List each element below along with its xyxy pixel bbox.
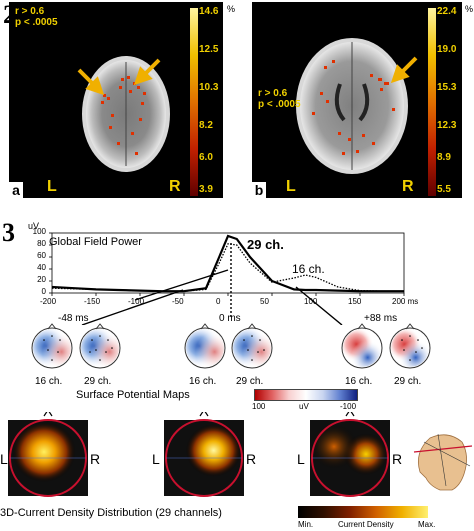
density-cbar-min: Min. bbox=[298, 520, 314, 529]
gfp-ylabel: uV bbox=[28, 221, 40, 231]
y-tick-label: 100 bbox=[32, 227, 46, 236]
marker-zero: 0 ms bbox=[219, 313, 241, 324]
stat-r-label: r > 0.6 bbox=[15, 6, 45, 17]
brain-slice-a bbox=[77, 56, 170, 172]
x-tick-label: -150 bbox=[84, 297, 101, 306]
current-density-maps bbox=[8, 412, 473, 497]
series-line-16ch bbox=[51, 243, 404, 292]
head-map bbox=[389, 323, 431, 369]
x-tick-label: 0 bbox=[216, 297, 221, 306]
colorbar-tick: 8.9 bbox=[437, 152, 451, 163]
head-map bbox=[79, 323, 121, 369]
figure-3-number: 3 bbox=[2, 218, 15, 247]
y-tick-label: 0 bbox=[41, 287, 46, 296]
density-colorbar bbox=[298, 506, 428, 518]
colorbar-tick: 19.0 bbox=[437, 44, 457, 55]
arrow-line bbox=[134, 269, 229, 301]
right-label: R bbox=[169, 178, 181, 195]
gfp-axes bbox=[49, 232, 405, 296]
map-label: 29 ch. bbox=[394, 376, 422, 387]
density-left-label: L bbox=[152, 451, 160, 467]
map-label: 29 ch. bbox=[236, 376, 264, 387]
density-cbar-max: Max. bbox=[418, 520, 436, 529]
gfp-arrows bbox=[81, 243, 343, 325]
gfp-chart bbox=[49, 232, 405, 325]
arrow-line bbox=[81, 289, 184, 325]
surface-maps bbox=[31, 323, 431, 369]
x-tick-label: 50 bbox=[260, 297, 269, 306]
colorbar-tick: 22.4 bbox=[437, 6, 457, 17]
electrode-dots bbox=[43, 335, 423, 361]
density-panel bbox=[8, 412, 88, 497]
colorbar-tick: 15.3 bbox=[437, 82, 457, 93]
stat-p-label: p < .0005 bbox=[258, 99, 301, 110]
head-profile-icon bbox=[413, 433, 473, 491]
x-tick-label: -200 bbox=[40, 297, 57, 306]
colorbar bbox=[428, 8, 436, 196]
x-tick-label: 150 bbox=[348, 297, 362, 306]
head-map bbox=[231, 323, 273, 369]
colorbar-labels: 14.6 12.5 10.3 8.2 6.0 3.9 bbox=[199, 2, 223, 198]
colorbar-tick: 5.5 bbox=[437, 184, 451, 195]
brain-slice-b bbox=[296, 38, 418, 174]
left-label: L bbox=[286, 178, 296, 195]
potential-cbar-right: -100 bbox=[340, 402, 357, 411]
colorbar-tick: 10.3 bbox=[199, 82, 219, 93]
y-tick-label: 80 bbox=[37, 239, 46, 248]
annotation-16ch: 16 ch. bbox=[292, 262, 325, 276]
map-label: 16 ch. bbox=[35, 376, 63, 387]
map-label: 16 ch. bbox=[345, 376, 373, 387]
density-panel bbox=[164, 412, 244, 497]
colorbar-tick: 8.2 bbox=[199, 120, 213, 131]
stat-r-label: r > 0.6 bbox=[258, 88, 288, 99]
panel-letter: a bbox=[9, 182, 23, 198]
map-label: 16 ch. bbox=[189, 376, 217, 387]
colorbar-tick: 3.9 bbox=[199, 184, 213, 195]
x-tick-label: -100 bbox=[128, 297, 145, 306]
unit-label: % bbox=[227, 4, 236, 14]
head-map bbox=[184, 323, 226, 369]
panel-b: r > 0.6 p < .0005 L R b 22.4 19.0 15.3 1… bbox=[252, 2, 462, 198]
marker-minus48: -48 ms bbox=[58, 313, 89, 324]
x-tick-label: 200 ms bbox=[392, 297, 419, 306]
marker-plus88: +88 ms bbox=[364, 313, 398, 324]
density-left-label: L bbox=[297, 451, 305, 467]
head-map bbox=[31, 323, 73, 369]
colorbar-tick: 12.5 bbox=[199, 44, 219, 55]
potential-cbar-mid: uV bbox=[299, 402, 309, 411]
y-tick-label: 40 bbox=[37, 263, 46, 272]
density-cbar-mid: Current Density bbox=[338, 520, 394, 529]
map-label: 29 ch. bbox=[84, 376, 112, 387]
stat-p-label: p < .0005 bbox=[15, 17, 58, 28]
y-tick-label: 20 bbox=[37, 275, 46, 284]
density-title: 3D-Current Density Distribution (29 chan… bbox=[0, 507, 222, 519]
gfp-title: Global Field Power bbox=[49, 236, 142, 248]
gfp-series bbox=[51, 234, 404, 293]
colorbar-tick: 14.6 bbox=[199, 6, 219, 17]
panel-letter: b bbox=[252, 182, 266, 198]
surface-maps-title: Surface Potential Maps bbox=[76, 389, 190, 401]
x-tick-label: -50 bbox=[172, 297, 184, 306]
arrow-line bbox=[295, 286, 343, 325]
density-right-label: R bbox=[392, 451, 403, 467]
potential-cbar-left: 100 bbox=[252, 402, 266, 411]
colorbar-tick: 12.3 bbox=[437, 120, 457, 131]
annotation-29ch: 29 ch. bbox=[247, 237, 284, 252]
density-right-label: R bbox=[246, 451, 257, 467]
panel-a: r > 0.6 p < .0005 L R a 14.6 12.5 10.3 8… bbox=[9, 2, 223, 198]
colorbar bbox=[190, 8, 198, 196]
head-map bbox=[341, 323, 383, 369]
y-tick-label: 60 bbox=[37, 251, 46, 260]
left-label: L bbox=[47, 178, 57, 195]
colorbar-tick: 6.0 bbox=[199, 152, 213, 163]
right-label: R bbox=[402, 178, 414, 195]
unit-label: % bbox=[465, 4, 474, 14]
x-tick-label: 100 bbox=[304, 297, 318, 306]
potential-colorbar bbox=[254, 389, 358, 401]
density-left-label: L bbox=[0, 451, 8, 467]
density-right-label: R bbox=[90, 451, 101, 467]
density-panel bbox=[310, 412, 390, 497]
colorbar-labels: 22.4 19.0 15.3 12.3 8.9 5.5 bbox=[437, 2, 461, 198]
